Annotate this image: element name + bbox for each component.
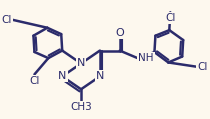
Text: NH: NH [138, 53, 154, 63]
Text: O: O [115, 28, 124, 38]
Text: Cl: Cl [29, 76, 40, 86]
Text: CH3: CH3 [70, 102, 92, 112]
Text: Cl: Cl [197, 62, 208, 72]
Text: N: N [96, 71, 104, 81]
Text: Cl: Cl [1, 15, 11, 25]
Text: Cl: Cl [165, 13, 176, 23]
Text: N: N [58, 71, 66, 81]
Text: N: N [77, 58, 85, 68]
